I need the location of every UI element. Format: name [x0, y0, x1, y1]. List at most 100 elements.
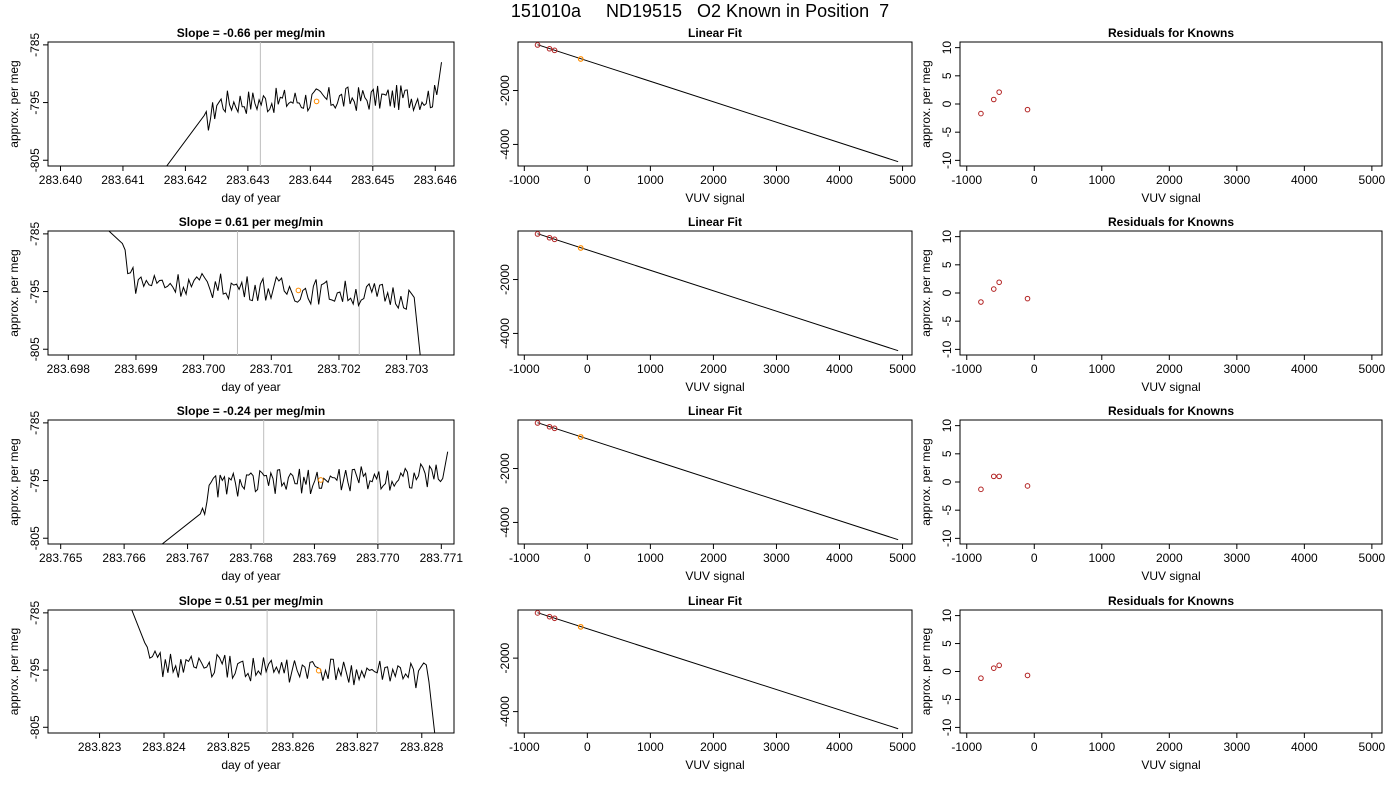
- known-point: [534, 231, 541, 237]
- y-tick-label: 0: [940, 100, 954, 107]
- x-tick-label: 4000: [826, 173, 853, 187]
- known-point: [546, 613, 553, 620]
- x-tick-label: 283.825: [207, 740, 251, 754]
- y-tick-label: -4000: [498, 507, 512, 538]
- data-trace: [108, 231, 421, 355]
- x-tick-label: 3000: [1223, 173, 1250, 187]
- panel-title: Residuals for Knowns: [1108, 26, 1234, 40]
- x-tick-label: 283.644: [289, 173, 333, 187]
- x-tick-label: 283.770: [356, 551, 400, 565]
- x-tick-label: 283.767: [166, 551, 210, 565]
- x-axis-label: day of year: [221, 758, 280, 772]
- sample-point: [577, 623, 584, 630]
- x-tick-label: 1000: [637, 362, 664, 376]
- x-tick-label: 3000: [763, 362, 790, 376]
- panel-title: Linear Fit: [688, 594, 742, 608]
- x-tick-label: 283.646: [414, 173, 458, 187]
- data-trace: [166, 62, 442, 166]
- y-axis-label: approx. per meg: [7, 60, 21, 147]
- x-tick-label: 283.828: [400, 740, 444, 754]
- panel-1-1: Slope = -0.66 per meg/min day of year appr…: [7, 26, 457, 205]
- x-tick-label: 2000: [700, 173, 727, 187]
- plot-frame: [517, 230, 913, 356]
- plot-frame: [47, 609, 455, 734]
- known-point: [551, 425, 558, 432]
- x-tick-label: 5000: [1359, 362, 1386, 376]
- residual-point: [990, 286, 997, 292]
- figure-title: 151010a ND19515 O2 Known in Position 7: [510, 1, 890, 21]
- x-tick-label: 1000: [1088, 551, 1115, 565]
- x-axis-label: day of year: [221, 380, 280, 394]
- panel-title: Residuals for Knowns: [1108, 404, 1234, 418]
- y-tick-label: -10: [940, 718, 954, 736]
- known-point: [551, 47, 558, 54]
- x-tick-label: 0: [584, 173, 591, 187]
- y-tick-label: 5: [940, 450, 954, 457]
- x-tick-label: 2000: [1156, 551, 1183, 565]
- panel-4-1: Slope = 0.51 per meg/min day of year appro…: [7, 594, 455, 772]
- residual-point: [1024, 483, 1031, 489]
- y-tick-label: -805: [28, 148, 42, 172]
- x-tick-label: 3000: [763, 740, 790, 754]
- y-axis-label: approx. per meg: [919, 249, 933, 336]
- data-trace: [131, 610, 436, 733]
- plot-frame: [959, 609, 1383, 734]
- x-tick-label: 283.642: [164, 173, 208, 187]
- x-tick-label: 283.823: [78, 740, 122, 754]
- y-tick-label: -5: [940, 505, 954, 516]
- x-tick-label: 283.769: [293, 551, 337, 565]
- residual-point: [996, 473, 1002, 480]
- x-tick-label: 283.826: [271, 740, 315, 754]
- plot-area: [534, 610, 899, 730]
- x-tick-label: 5000: [889, 551, 916, 565]
- y-tick-label: -4000: [498, 129, 512, 160]
- x-tick-label: 4000: [1291, 362, 1318, 376]
- x-tick-label: 283.641: [101, 173, 145, 187]
- y-tick-label: -5: [940, 316, 954, 327]
- residual-point: [978, 110, 984, 117]
- panel-3-3: Residuals for Knowns VUV signal approx. pe…: [919, 404, 1386, 583]
- plot-frame: [47, 419, 455, 545]
- sample-point: [577, 434, 584, 440]
- x-tick-label: -1000: [951, 740, 982, 754]
- x-tick-label: -1000: [509, 173, 540, 187]
- plot-area: [978, 89, 1031, 117]
- x-axis-label: VUV signal: [1141, 380, 1200, 394]
- x-tick-label: 2000: [1156, 740, 1183, 754]
- plot-area: [978, 279, 1031, 305]
- x-tick-label: 283.698: [47, 362, 91, 376]
- panel-2-1: Slope = 0.61 per meg/min day of year appro…: [7, 215, 455, 394]
- x-tick-label: 0: [584, 740, 591, 754]
- x-tick-label: -1000: [509, 740, 540, 754]
- x-tick-label: -1000: [951, 362, 982, 376]
- x-tick-label: 283.703: [385, 362, 429, 376]
- x-tick-label: 283.645: [351, 173, 395, 187]
- x-tick-label: -1000: [509, 551, 540, 565]
- x-tick-label: 5000: [1359, 551, 1386, 565]
- y-axis-label: approx. per meg: [7, 438, 21, 525]
- x-axis-label: VUV signal: [685, 569, 744, 583]
- x-tick-label: 2000: [1156, 362, 1183, 376]
- panel-title: Slope = -0.66 per meg/min: [177, 26, 325, 40]
- plot-area: [108, 231, 421, 355]
- plot-frame: [959, 419, 1383, 545]
- known-point: [551, 615, 558, 622]
- x-tick-label: -1000: [951, 551, 982, 565]
- y-tick-label: 0: [940, 478, 954, 485]
- fit-line: [537, 612, 899, 730]
- y-tick-label: 5: [940, 72, 954, 79]
- y-tick-label: -4000: [498, 696, 512, 727]
- panel-title: Slope = 0.61 per meg/min: [179, 215, 323, 229]
- plot-frame: [47, 230, 455, 356]
- x-tick-label: 4000: [1291, 173, 1318, 187]
- x-tick-label: 4000: [826, 362, 853, 376]
- panel-2-3: Residuals for Knowns VUV signal approx. pe…: [919, 215, 1386, 394]
- x-tick-label: 3000: [763, 551, 790, 565]
- y-tick-label: 0: [940, 668, 954, 675]
- fit-line: [537, 44, 899, 163]
- x-tick-label: 283.700: [182, 362, 226, 376]
- y-axis-label: approx. per meg: [919, 628, 933, 715]
- x-tick-label: 5000: [889, 173, 916, 187]
- x-tick-label: 1000: [1088, 173, 1115, 187]
- panel-3-2: Linear Fit VUV signal -1000 0 1000 2000 3000 40…: [498, 404, 916, 583]
